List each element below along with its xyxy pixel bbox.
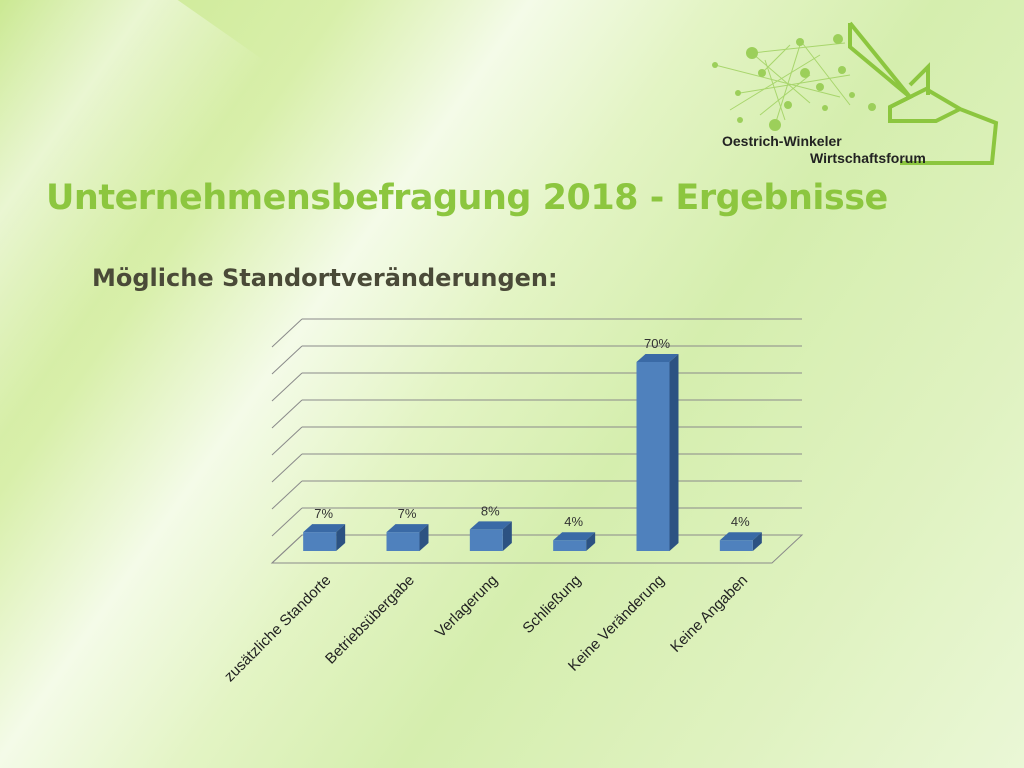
bar: [719, 540, 753, 551]
data-label: 4%: [564, 514, 583, 529]
slide-title: Unternehmensbefragung 2018 - Ergebnisse: [46, 178, 888, 218]
logo-text-line1: Oestrich-Winkeler: [722, 133, 842, 149]
logo: Oestrich-Winkeler Wirtschaftsforum: [700, 15, 1010, 175]
bar: [553, 540, 587, 551]
gridline-side: [271, 345, 303, 375]
category-label: Verlagerung: [432, 572, 501, 641]
bar-top: [386, 524, 429, 533]
category-label: zusätzliche Standorte: [221, 572, 334, 685]
gridline-side: [271, 507, 303, 537]
bar-top: [303, 524, 346, 533]
gridline-side: [271, 399, 303, 429]
chart-floor: [270, 534, 804, 564]
gridline-side: [271, 318, 303, 348]
bar-top: [553, 532, 596, 541]
bar: [303, 532, 337, 551]
category-label: Betriebsübergabe: [322, 572, 418, 668]
bar: [386, 532, 420, 551]
bar-side: [752, 532, 762, 551]
bar-top: [636, 354, 679, 362]
logo-text-line2: Wirtschaftsforum: [810, 150, 926, 166]
bar-top: [469, 521, 512, 530]
gridline-side: [271, 426, 303, 456]
bar-side: [502, 521, 512, 551]
data-label: 7%: [314, 506, 333, 521]
data-label: 7%: [398, 506, 417, 521]
gridline-side: [271, 453, 303, 483]
data-label: 70%: [644, 336, 670, 351]
gridline-side: [271, 372, 303, 402]
network-and-house-outline-icon: [712, 21, 999, 165]
category-label: Schließung: [519, 572, 584, 637]
data-label: 4%: [731, 514, 750, 529]
bar-side: [669, 354, 679, 551]
bar-top: [719, 532, 762, 541]
data-label: 8%: [481, 503, 500, 518]
bar-side: [336, 524, 346, 551]
bar-side: [419, 524, 429, 551]
category-label: Keine Angaben: [667, 572, 751, 656]
bar: [469, 529, 503, 551]
bar: [636, 362, 670, 551]
bar-side: [586, 532, 596, 551]
gridline-side: [271, 480, 303, 510]
slide-subtitle: Mögliche Standortveränderungen:: [92, 264, 558, 292]
